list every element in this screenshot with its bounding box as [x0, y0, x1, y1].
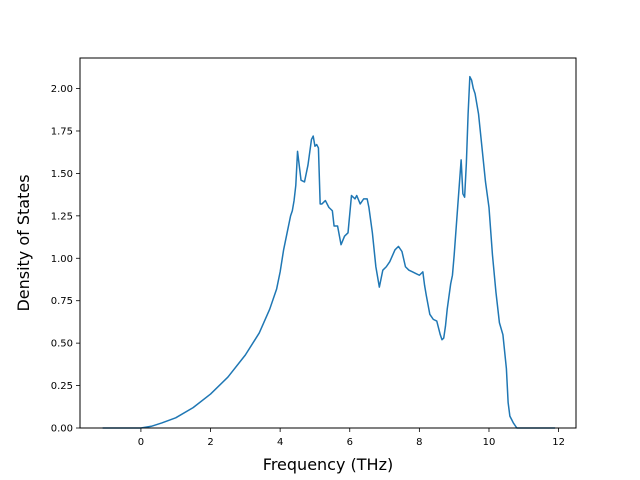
- y-axis-label: Density of States: [14, 174, 33, 311]
- y-tick-label: 1.25: [51, 211, 73, 222]
- series-line: [102, 75, 556, 429]
- plot-area: [80, 58, 576, 428]
- x-tick-label: 8: [416, 437, 422, 448]
- axes-frame: [79, 57, 577, 429]
- y-tick-label: 0.25: [51, 381, 73, 392]
- y-tick-label: 0.00: [51, 424, 73, 435]
- y-tick-label: 1.50: [51, 169, 73, 180]
- x-tick-label: 10: [483, 437, 496, 448]
- x-axis-label: Frequency (THz): [263, 455, 393, 474]
- x-tick-label: 6: [347, 437, 353, 448]
- y-tick-label: 1.00: [51, 254, 73, 265]
- y-axis-ticks: 0.00 0.25 0.50 0.75 1.00 1.25 1.50 1.75 2.00: [51, 84, 80, 435]
- x-tick-label: 4: [277, 437, 283, 448]
- y-tick-label: 0.50: [51, 339, 73, 350]
- y-tick-label: 0.75: [51, 296, 73, 307]
- y-tick-label: 2.00: [51, 84, 73, 95]
- x-tick-label: 0: [138, 437, 144, 448]
- x-tick-label: 2: [207, 437, 213, 448]
- y-tick-label: 1.75: [51, 126, 73, 137]
- x-axis-ticks: 0 2 4 6 8 10 12: [138, 428, 565, 448]
- x-tick-label: 12: [552, 437, 565, 448]
